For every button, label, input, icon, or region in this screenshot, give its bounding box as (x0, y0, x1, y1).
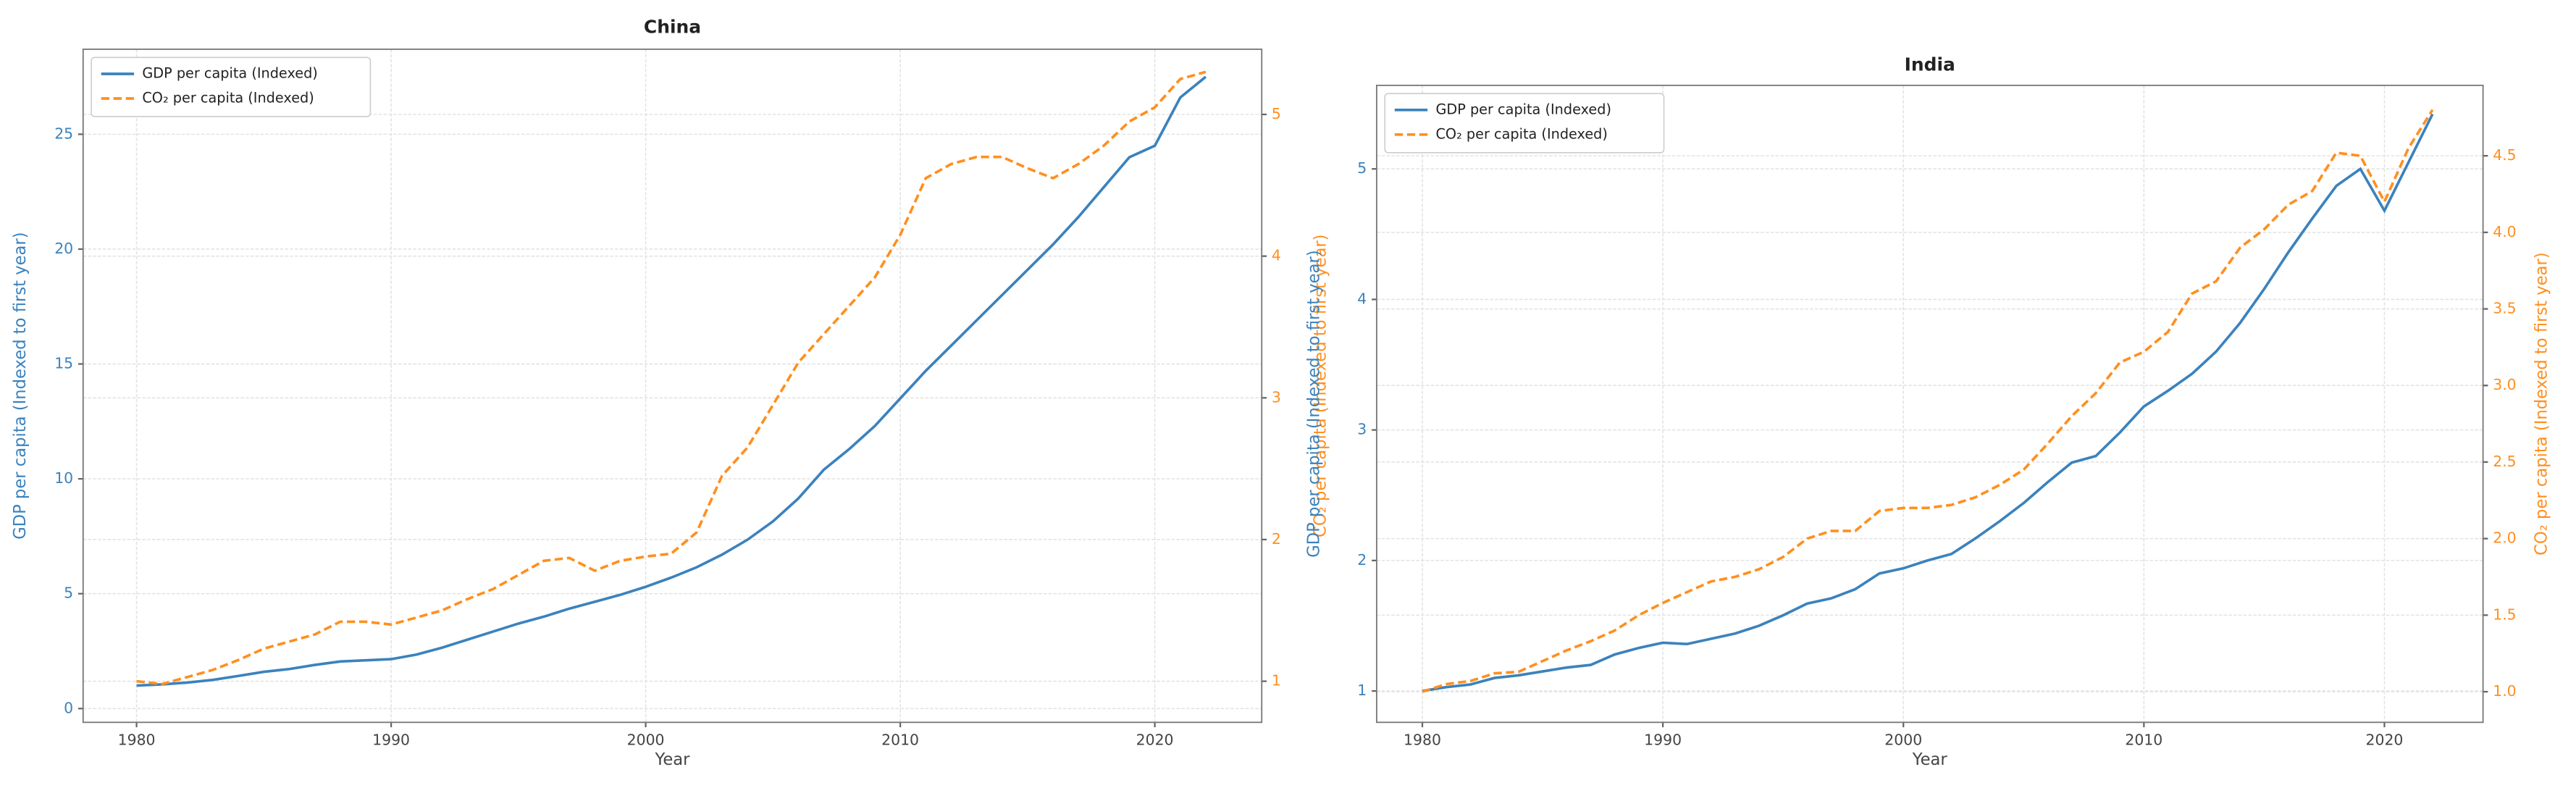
y-tick-label: 2 (1357, 551, 1367, 569)
legend-label: CO₂ per capita (Indexed) (142, 90, 314, 106)
x-tick-label: 1980 (1404, 731, 1441, 748)
y2-tick-label: 4.5 (2493, 146, 2516, 164)
y2-axis-label: CO₂ per capita (Indexed to first year) (1311, 234, 1330, 537)
y-tick-label: 4 (1357, 290, 1367, 307)
y-tick-label: 0 (64, 699, 73, 716)
y2-tick-label: 3 (1272, 388, 1281, 406)
x-tick-label: 2020 (1136, 731, 1174, 748)
y2-tick-label: 4 (1272, 247, 1281, 264)
y-tick-label: 20 (54, 240, 73, 257)
x-tick-label: 2010 (2125, 731, 2162, 748)
y-tick-label: 10 (54, 469, 73, 487)
y2-tick-label: 1.0 (2493, 682, 2516, 700)
plot-frame (82, 49, 1263, 724)
y-axis-label: GDP per capita (Indexed to first year) (11, 232, 30, 540)
data-line (1422, 109, 2434, 693)
x-tick-label: 1980 (118, 731, 156, 748)
legend-box (91, 56, 372, 117)
y2-tick-label: 2.0 (2493, 529, 2516, 547)
x-tick-label: 2010 (881, 731, 919, 748)
plot-frame (1375, 84, 2484, 724)
x-axis-label: Year (1912, 750, 1948, 769)
y-axis-label: GDP per capita (Indexed to first year) (1304, 250, 1323, 558)
y-tick-label: 5 (1357, 159, 1367, 177)
chart-title: China (644, 17, 701, 38)
y2-tick-label: 2 (1272, 530, 1281, 548)
y-tick-label: 3 (1357, 421, 1367, 438)
x-tick-label: 1990 (1644, 731, 1682, 748)
legend-box (1384, 93, 1665, 154)
y2-tick-label: 2.5 (2493, 453, 2516, 470)
data-line (1422, 113, 2434, 692)
y-tick-label: 25 (54, 125, 73, 142)
legend-label: GDP per capita (Indexed) (142, 65, 317, 82)
y-tick-label: 5 (64, 584, 73, 602)
y-tick-label: 15 (54, 355, 73, 372)
x-tick-label: 2000 (627, 731, 665, 748)
y2-tick-label: 5 (1272, 105, 1281, 122)
y2-axis-label: CO₂ per capita (Indexed to first year) (2533, 252, 2551, 556)
y2-tick-label: 4.0 (2493, 223, 2516, 240)
legend-label: CO₂ per capita (Indexed) (1436, 125, 1608, 142)
x-tick-label: 1990 (372, 731, 410, 748)
y2-tick-label: 3.5 (2493, 300, 2516, 317)
x-tick-label: 2000 (1884, 731, 1922, 748)
y2-tick-label: 1 (1272, 672, 1281, 690)
data-line (136, 70, 1207, 686)
x-tick-label: 2020 (2366, 731, 2404, 748)
x-axis-label: Year (655, 750, 691, 769)
y2-tick-label: 1.5 (2493, 605, 2516, 623)
y-tick-label: 1 (1357, 682, 1367, 699)
y2-tick-label: 3.0 (2493, 376, 2516, 393)
data-line (136, 75, 1207, 687)
legend-label: GDP per capita (Indexed) (1436, 101, 1611, 117)
chart-title: India (1905, 54, 1955, 75)
